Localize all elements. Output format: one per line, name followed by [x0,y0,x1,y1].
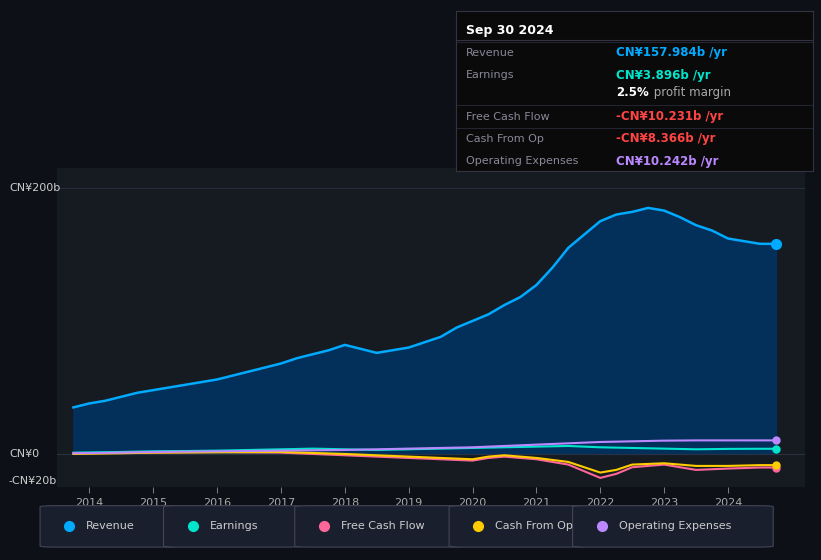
Text: -CN¥20b: -CN¥20b [9,475,57,486]
Text: CN¥157.984b /yr: CN¥157.984b /yr [617,46,727,59]
Text: Operating Expenses: Operating Expenses [466,156,579,166]
Text: Earnings: Earnings [466,70,515,80]
Text: -CN¥10.231b /yr: -CN¥10.231b /yr [617,110,723,123]
Text: CN¥200b: CN¥200b [9,183,60,193]
FancyBboxPatch shape [449,506,588,547]
Text: Free Cash Flow: Free Cash Flow [341,521,424,531]
Text: Operating Expenses: Operating Expenses [619,521,732,531]
FancyBboxPatch shape [40,506,179,547]
Text: Cash From Op: Cash From Op [466,134,544,144]
FancyBboxPatch shape [163,506,302,547]
FancyBboxPatch shape [572,506,773,547]
Text: Free Cash Flow: Free Cash Flow [466,111,550,122]
Text: -CN¥8.366b /yr: -CN¥8.366b /yr [617,132,716,146]
Text: Revenue: Revenue [466,48,515,58]
Text: Earnings: Earnings [210,521,259,531]
Text: Sep 30 2024: Sep 30 2024 [466,24,554,37]
Text: Revenue: Revenue [86,521,135,531]
Text: Cash From Op: Cash From Op [495,521,573,531]
Text: CN¥3.896b /yr: CN¥3.896b /yr [617,68,711,82]
Text: CN¥0: CN¥0 [9,449,39,459]
Text: CN¥10.242b /yr: CN¥10.242b /yr [617,155,719,168]
Text: 2.5%: 2.5% [617,86,649,99]
FancyBboxPatch shape [295,506,465,547]
Text: profit margin: profit margin [650,86,732,99]
